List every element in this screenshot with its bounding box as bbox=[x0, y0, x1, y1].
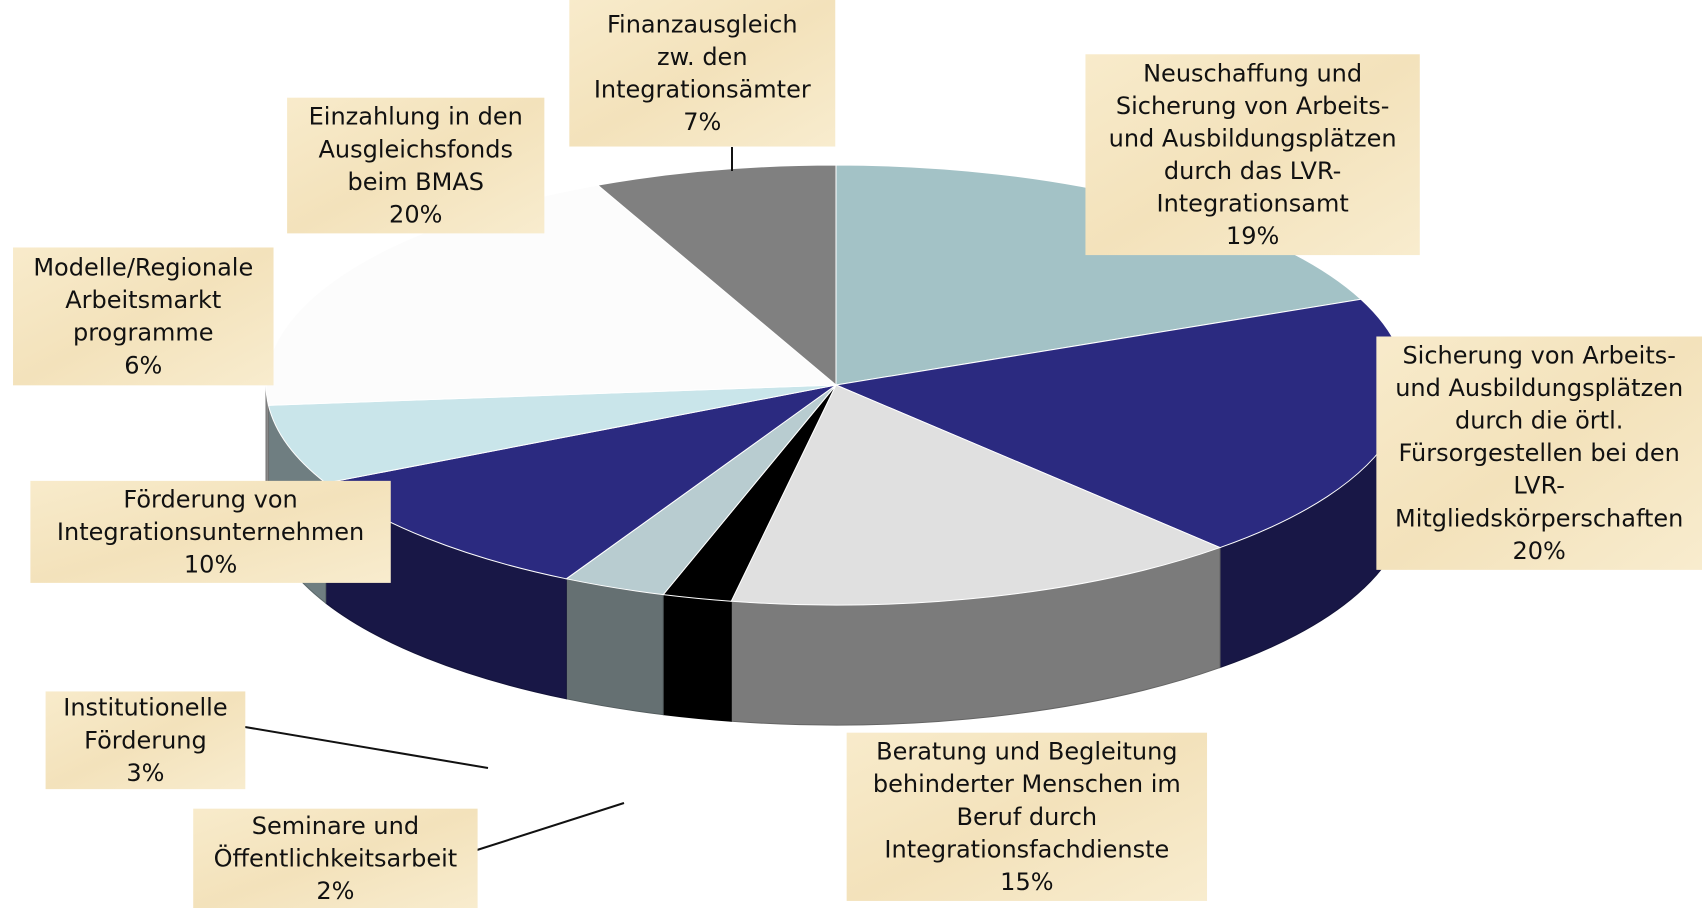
label-box bbox=[287, 97, 545, 234]
slice-side bbox=[662, 594, 732, 722]
value-label: 20% bbox=[389, 200, 442, 228]
slice-label: Einzahlung in den Ausgleichsfonds beim BMA… bbox=[309, 103, 523, 196]
value-label: 7% bbox=[683, 108, 721, 136]
leader-line bbox=[476, 802, 625, 851]
label-box bbox=[846, 732, 1208, 901]
slice-label: Seminare und Öffentlichkeitsarbeit bbox=[214, 812, 458, 873]
value-label: 2% bbox=[316, 877, 354, 905]
slice-label: Förderung von Integrationsunternehmen bbox=[57, 485, 364, 546]
value-label: 10% bbox=[184, 550, 237, 578]
value-label: 20% bbox=[1513, 537, 1566, 565]
slice-label: Beratung und Begleitung behinderter Mensc… bbox=[873, 738, 1181, 864]
label-box bbox=[569, 0, 836, 147]
label-box bbox=[30, 480, 391, 583]
slice bbox=[730, 384, 1222, 606]
value-label: 6% bbox=[124, 351, 162, 379]
value-label: 15% bbox=[1000, 868, 1053, 896]
slice bbox=[267, 384, 837, 484]
slice-side bbox=[565, 578, 664, 716]
leader-line bbox=[244, 726, 489, 769]
label-box bbox=[193, 808, 478, 908]
slice-label: Modelle/Regionale Arbeitsmarkt programme bbox=[33, 254, 253, 347]
leader-lines bbox=[244, 147, 733, 851]
slice-label: Neuschaffung und Sicherung von Arbeits-un… bbox=[1109, 59, 1397, 217]
label-box bbox=[1376, 336, 1702, 570]
label-box bbox=[1085, 54, 1420, 256]
label-box bbox=[13, 247, 274, 386]
slice bbox=[596, 164, 837, 387]
value-label: 3% bbox=[126, 759, 164, 787]
labels: Neuschaffung und Sicherung von Arbeits-un… bbox=[13, 0, 1702, 908]
label-box bbox=[45, 691, 246, 790]
value-label: 19% bbox=[1226, 222, 1279, 250]
slice-label: Institutionelle Förderung bbox=[63, 694, 227, 755]
slice-label: Sicherung von Arbeits-und Ausbildungsplä… bbox=[1395, 341, 1683, 532]
slice-label: Finanzausgleich zw. den Integrationsämter bbox=[594, 10, 811, 103]
